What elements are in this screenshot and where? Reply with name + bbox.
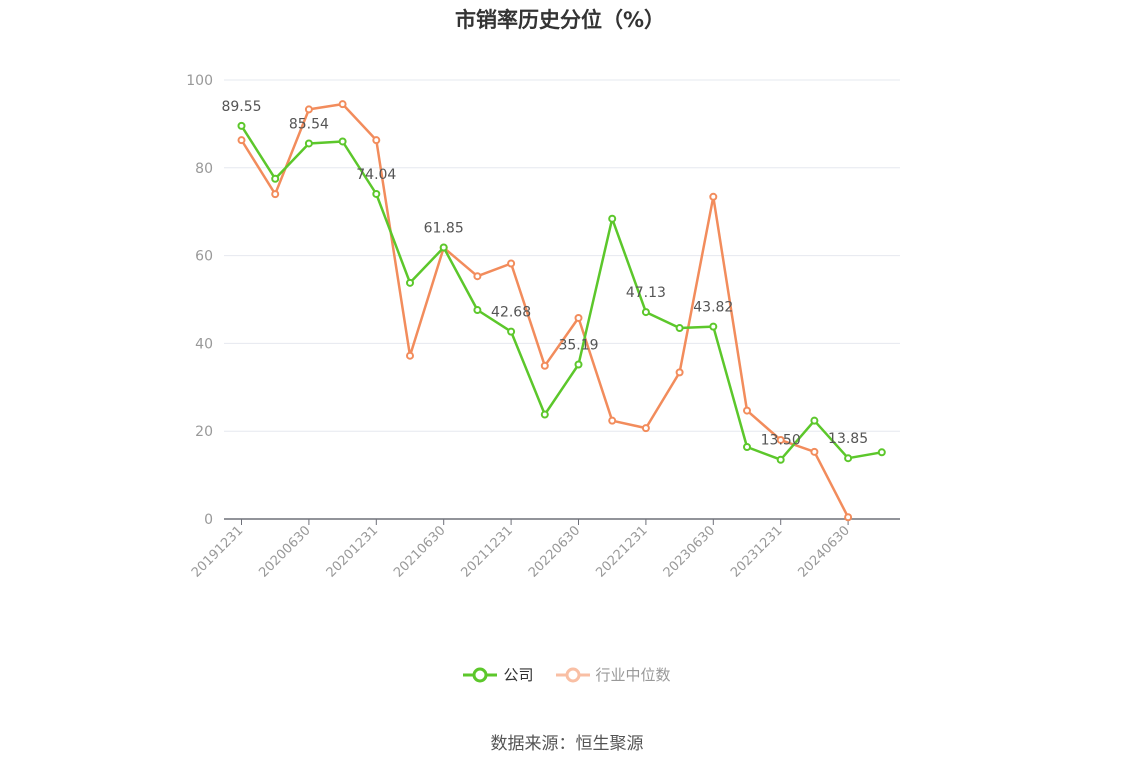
- legend-company-marker-icon: [463, 667, 498, 682]
- x-tick-label: 20231231: [728, 523, 785, 580]
- data-point-industry: [709, 192, 718, 201]
- series-layer: [237, 100, 886, 522]
- data-point-company: [473, 306, 482, 315]
- x-tick-label: 20220630: [526, 523, 583, 580]
- x-tick-label: 20201231: [324, 523, 381, 580]
- data-point-company: [338, 137, 347, 146]
- y-tick-label: 20: [195, 424, 213, 440]
- data-point-company: [877, 448, 886, 457]
- series-line-industry: [240, 102, 850, 518]
- data-point-industry: [608, 416, 617, 425]
- y-tick-label: 80: [195, 161, 213, 177]
- data-point-industry: [743, 406, 751, 415]
- data-point-industry: [304, 105, 313, 114]
- data-point-company: [709, 322, 718, 331]
- y-tick-label: 40: [195, 336, 213, 352]
- data-point-industry: [540, 361, 549, 370]
- data-point-industry: [237, 136, 246, 145]
- data-point-industry: [776, 435, 785, 444]
- label-layer: 89.55 85.54 74.04 61.85 42.68 35.19 47.13 43.82…: [221, 99, 868, 449]
- x-tick-label: 20221231: [593, 523, 650, 580]
- data-point-company: [608, 214, 617, 223]
- y-tick-label: 60: [195, 249, 213, 265]
- legend-industry-marker-icon: [555, 667, 590, 682]
- x-tick-label: 20210630: [391, 523, 448, 580]
- series-line-company: [240, 125, 883, 461]
- data-point-industry: [406, 351, 414, 360]
- data-label: 89.55: [221, 99, 261, 115]
- source-note: 数据来源：恒生聚源: [490, 734, 644, 754]
- data-point-company: [507, 327, 516, 336]
- data-point-industry: [641, 424, 650, 433]
- data-point-company: [406, 278, 414, 287]
- x-tick-label: 20191231: [189, 523, 246, 580]
- data-point-company: [844, 454, 853, 463]
- data-label: 42.68: [491, 305, 531, 321]
- data-point-company: [641, 308, 650, 317]
- y-tick-label: 0: [204, 512, 213, 528]
- legend-company-label: 公司: [503, 666, 534, 684]
- data-label: 13.85: [828, 431, 868, 447]
- data-point-company: [439, 243, 448, 252]
- data-point-industry: [271, 190, 280, 199]
- x-tick-label: 20230630: [661, 523, 718, 580]
- data-point-company: [743, 443, 751, 452]
- legend-item-company[interactable]: 公司: [463, 664, 534, 685]
- data-point-company: [372, 189, 381, 198]
- data-label: 43.82: [693, 300, 733, 316]
- y-tick-label: 100: [186, 73, 213, 89]
- data-point-company: [271, 174, 280, 183]
- data-label: 61.85: [424, 220, 464, 236]
- data-label: 74.04: [356, 167, 396, 183]
- data-point-industry: [372, 136, 381, 145]
- data-point-industry: [844, 513, 853, 522]
- legend-item-industry[interactable]: 行业中位数: [555, 664, 671, 685]
- data-point-company: [810, 416, 819, 425]
- data-point-industry: [574, 313, 583, 322]
- data-point-industry: [810, 447, 819, 456]
- data-point-company: [237, 121, 246, 130]
- data-point-industry: [338, 100, 347, 109]
- data-label: 47.13: [626, 285, 666, 301]
- data-label: 85.54: [289, 116, 329, 132]
- data-label: 35.19: [558, 338, 598, 354]
- data-point-company: [574, 360, 583, 369]
- data-point-company: [776, 455, 785, 464]
- grid-layer: [224, 79, 900, 432]
- data-label: 13.50: [761, 433, 801, 449]
- x-tick-label: 20240630: [796, 523, 853, 580]
- x-tick-label: 20211231: [459, 523, 516, 580]
- data-point-industry: [507, 259, 516, 268]
- chart-title: 市销率历史分位（%）: [454, 8, 666, 32]
- legend: 公司 行业中位数: [0, 664, 1134, 685]
- data-point-company: [540, 410, 549, 419]
- x-tick-label: 20200630: [256, 523, 313, 580]
- data-point-company: [304, 139, 313, 148]
- data-point-industry: [675, 368, 684, 377]
- legend-industry-label: 行业中位数: [595, 666, 671, 684]
- data-point-industry: [473, 272, 482, 281]
- data-point-company: [675, 324, 684, 333]
